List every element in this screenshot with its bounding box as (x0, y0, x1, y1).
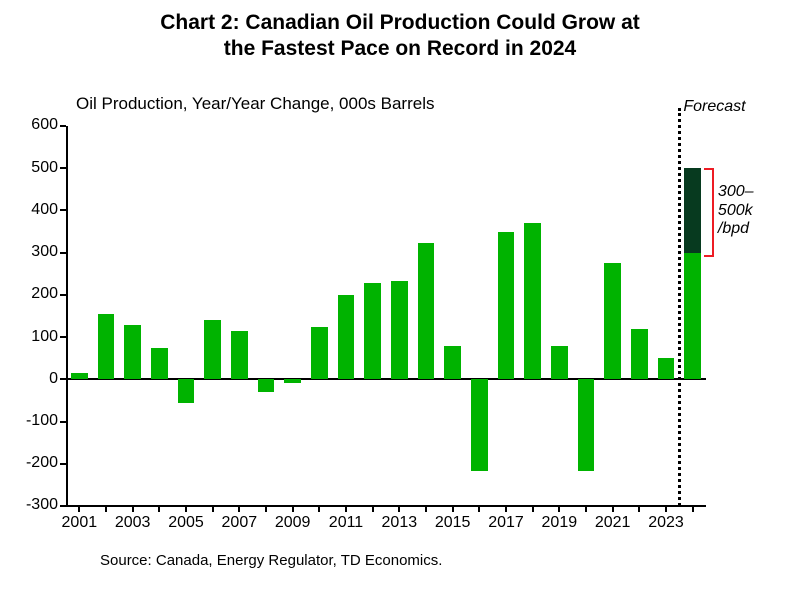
chart-container: Chart 2: Canadian Oil Production Could G… (0, 0, 800, 596)
y-tick (60, 252, 66, 254)
x-tick-label: 2001 (55, 514, 103, 532)
bar (231, 331, 248, 380)
bar (284, 379, 301, 382)
x-tick-label: 2005 (162, 514, 210, 532)
bar (551, 346, 568, 380)
bar (311, 327, 328, 380)
bar (124, 325, 141, 379)
bar (98, 314, 115, 379)
bar (418, 243, 435, 379)
plot-area (66, 126, 706, 506)
x-tick-label: 2023 (642, 514, 690, 532)
x-tick-label: 2017 (482, 514, 530, 532)
title-line-1: Chart 2: Canadian Oil Production Could G… (0, 10, 800, 36)
y-tick (60, 209, 66, 211)
forecast-range-label: 300–500k/bpd (718, 183, 754, 238)
y-tick-label: -200 (10, 454, 58, 472)
bar (498, 232, 515, 380)
y-tick (60, 378, 66, 380)
y-tick (60, 167, 66, 169)
bar (658, 358, 675, 379)
bar (578, 379, 595, 471)
forecast-bracket (704, 168, 714, 256)
y-tick-label: 600 (10, 116, 58, 134)
bar (338, 295, 355, 379)
range-l3: /bpd (718, 220, 754, 238)
x-tick-label: 2011 (322, 514, 370, 532)
forecast-label: Forecast (683, 98, 745, 116)
y-tick-label: -100 (10, 412, 58, 430)
bar (204, 320, 221, 379)
bar (364, 283, 381, 379)
range-l1: 300– (718, 183, 754, 201)
x-tick-label: 2019 (535, 514, 583, 532)
bar (258, 379, 275, 392)
bar (631, 329, 648, 380)
bar (604, 263, 621, 379)
x-tick-label: 2015 (429, 514, 477, 532)
bar (444, 346, 461, 380)
y-tick-label: 100 (10, 328, 58, 346)
bar-forecast-high (684, 168, 701, 252)
y-tick-label: 400 (10, 201, 58, 219)
title-line-2: the Fastest Pace on Record in 2024 (0, 36, 800, 62)
y-tick-label: 200 (10, 285, 58, 303)
y-tick (60, 125, 66, 127)
y-tick (60, 463, 66, 465)
bar (178, 379, 195, 402)
y-tick-label: 500 (10, 159, 58, 177)
x-tick-label: 2009 (269, 514, 317, 532)
bar (471, 379, 488, 471)
y-tick (60, 336, 66, 338)
y-tick (60, 421, 66, 423)
x-tick-label: 2013 (375, 514, 423, 532)
x-axis-bottom (66, 505, 706, 507)
bar (524, 223, 541, 379)
x-tick-label: 2007 (215, 514, 263, 532)
y-tick-label: 0 (10, 370, 58, 388)
chart-subtitle: Oil Production, Year/Year Change, 000s B… (76, 94, 435, 114)
y-tick-label: 300 (10, 243, 58, 261)
source-note: Source: Canada, Energy Regulator, TD Eco… (100, 552, 442, 569)
forecast-divider (678, 108, 681, 506)
bar (391, 281, 408, 379)
bar-forecast-low (684, 253, 701, 380)
chart-title: Chart 2: Canadian Oil Production Could G… (0, 10, 800, 63)
y-tick (60, 294, 66, 296)
y-axis (66, 126, 68, 506)
y-tick-label: -300 (10, 496, 58, 514)
range-l2: 500k (718, 202, 754, 220)
x-tick-label: 2003 (109, 514, 157, 532)
bar (151, 348, 168, 380)
bar (71, 373, 88, 379)
x-tick-label: 2021 (589, 514, 637, 532)
